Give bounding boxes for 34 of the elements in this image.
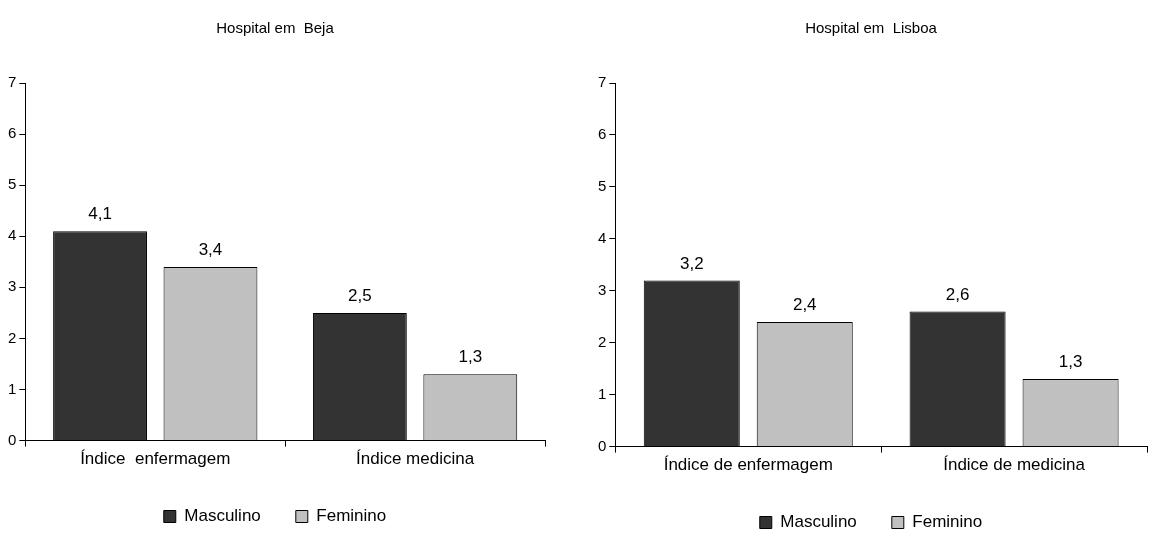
y-tick-label: 1 <box>8 379 17 397</box>
y-tick-label: 7 <box>8 73 17 91</box>
y-tick-label: 6 <box>8 124 17 142</box>
y-tick-label: 2 <box>598 332 607 350</box>
x-tick-label: Índice medicina <box>356 449 475 469</box>
y-tick-label: 7 <box>598 73 607 91</box>
x-tick-label: Índice de medicina <box>943 455 1086 475</box>
y-tick-label: 3 <box>8 277 17 295</box>
y-tick-label: 0 <box>8 430 17 448</box>
chart-title: Hospital em Beja <box>216 19 335 37</box>
y-tick-label: 5 <box>598 177 607 195</box>
data-label: 2,4 <box>792 295 817 315</box>
x-tick-label: Índice enfermagem <box>80 449 231 469</box>
x-tick-label: Índice de enfermagem <box>663 455 833 475</box>
y-tick-label: 4 <box>8 226 17 244</box>
data-label: 3,4 <box>198 240 223 260</box>
legend-label: Masculino <box>780 512 857 532</box>
legend-label: Feminino <box>316 506 387 526</box>
y-tick-label: 2 <box>8 328 17 346</box>
legend-label: Masculino <box>184 506 261 526</box>
data-label: 1,3 <box>458 347 483 367</box>
y-tick-label: 0 <box>598 436 607 454</box>
y-tick-label: 5 <box>8 175 17 193</box>
data-label: 2,6 <box>945 284 970 304</box>
data-label: 3,2 <box>679 253 704 273</box>
y-tick-label: 1 <box>598 384 607 402</box>
data-label: 2,5 <box>348 286 372 306</box>
chart-title: Hospital em Lisboa <box>805 19 938 37</box>
y-tick-label: 3 <box>598 280 607 298</box>
y-tick-label: 6 <box>598 125 607 143</box>
y-tick-label: 4 <box>598 228 607 246</box>
legend-label: Feminino <box>912 512 983 532</box>
data-label: 1,3 <box>1058 352 1083 372</box>
data-label: 4,1 <box>88 204 112 224</box>
